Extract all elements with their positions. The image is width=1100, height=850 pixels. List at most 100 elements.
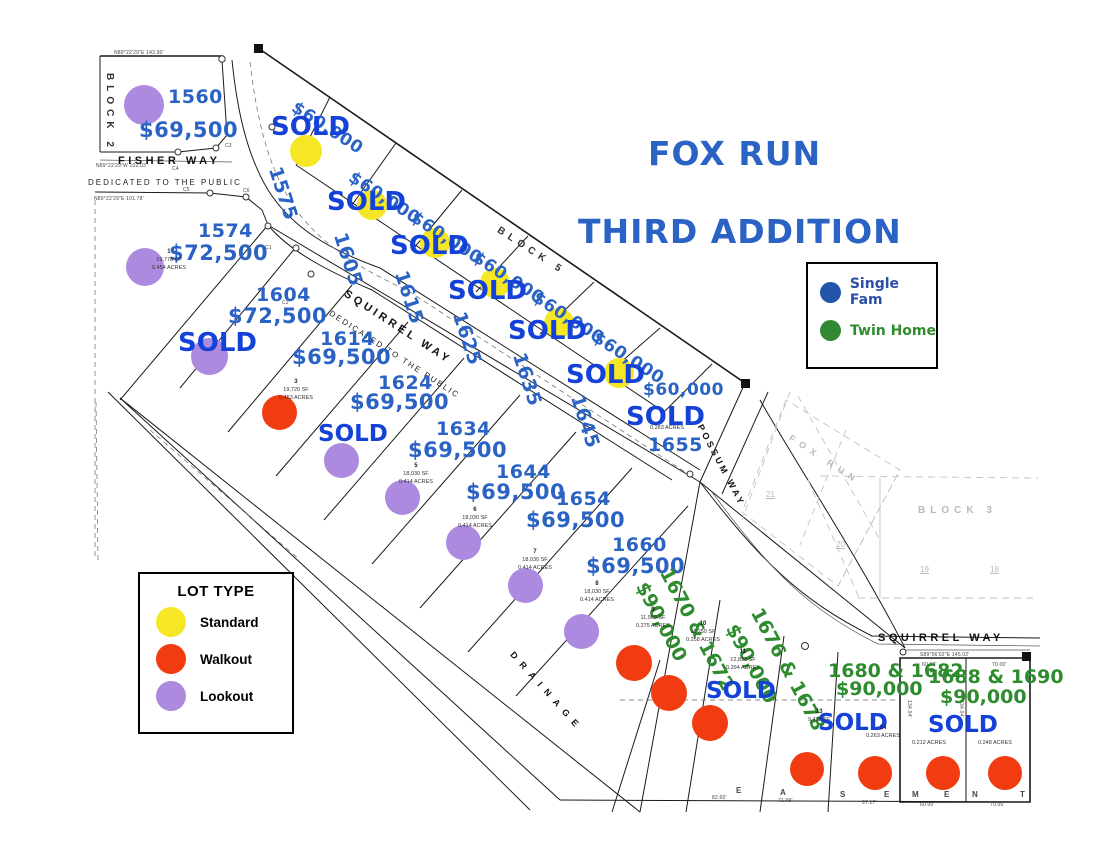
street-fisher-way: FISHER WAY [118, 155, 221, 167]
legend-label-standard: Standard [200, 614, 259, 630]
lot-marker-1644 [446, 525, 481, 560]
lot-marker-14 [858, 756, 892, 790]
dim-bottom-3: 97.17' [862, 800, 877, 806]
sold-badge-1676-1678: SOLD [706, 678, 776, 704]
lot-marker-1690 [988, 756, 1022, 790]
twin-home-swatch-icon [820, 320, 841, 341]
lot-marker-1615 [420, 228, 450, 258]
lot-id-10: 10 11,250 SF 0.258 ACRES [686, 621, 720, 643]
lookout-swatch-icon [156, 681, 186, 711]
lot-id-9: 9 11,965 SF 0.275 ACRES [636, 607, 670, 629]
legend-row-twin-home: Twin Home [820, 320, 936, 341]
sold-badge-1625: SOLD [448, 276, 527, 306]
lot-address-1560: 1560 [168, 86, 223, 108]
standard-swatch-icon [156, 607, 186, 637]
lot-price-1660: $69,500 [586, 554, 686, 578]
lot-id-13: 13 9,428 SF [808, 709, 831, 723]
curve-tag-c5: C5 [183, 187, 190, 193]
corner-letter-m: M [912, 790, 919, 799]
lot-address-1655: 1655 [648, 434, 703, 456]
bearing-block2-south: N89°22'29"W 102.03' [96, 163, 148, 169]
lot-marker-1670-1672 [616, 645, 652, 681]
sold-badge-1680-1682: SOLD [818, 710, 888, 736]
lot-marker-1575 [290, 135, 322, 167]
lot-address-1644: 1644 [496, 461, 551, 483]
lot-price-1574: $72,500 [169, 241, 269, 265]
lot-address-1680-1682: 1680 & 1682 [828, 660, 964, 682]
street-squirrel-way-lower: SQUIRREL WAY [878, 632, 1004, 644]
dim-side-1: 134.04' [906, 700, 912, 718]
lot-marker-1654 [508, 568, 543, 603]
lot-price-1624: $69,500 [350, 390, 450, 414]
lot-marker-1574 [126, 248, 164, 286]
dim-topright-2: 70.00' [992, 662, 1007, 668]
legend-label-lookout: Lookout [200, 688, 254, 704]
corner-letter-t: T [1020, 790, 1026, 799]
corner-letter-e3: E [944, 790, 950, 799]
block3-lot-20: 20 [836, 540, 845, 549]
lot-marker-1614 [262, 395, 297, 430]
curve-tag-c1: C1 [265, 245, 272, 251]
legend-row-single-family: Single Fam [820, 276, 936, 308]
lot-address-1688-1690: 1688 & 1690 [928, 666, 1064, 688]
curve-tag-c2: C2 [282, 300, 289, 306]
lot-price-1654: $69,500 [526, 508, 626, 532]
corner-letter-e2: E [884, 790, 890, 799]
block-label-3: BLOCK 3 [918, 505, 997, 516]
lot-marker-1605 [357, 190, 387, 220]
sold-badge-1635: SOLD [508, 316, 587, 346]
walkout-swatch-icon [156, 644, 186, 674]
lot-type-legend-title: LOT TYPE [177, 583, 255, 600]
dim-bottom-4: 60.00' [920, 802, 935, 808]
single-family-swatch-icon [820, 281, 841, 303]
lot-marker-1676-1678 [651, 675, 687, 711]
curve-tag-c6: C6 [243, 188, 250, 194]
legend-label-walkout: Walkout [200, 651, 252, 667]
corner-letter-a: A [780, 788, 786, 797]
legend-label-twin-home: Twin Home [850, 322, 937, 339]
lot-id-8: 8 18,030 SF 0.414 ACRES [580, 581, 614, 603]
lot-price-1604: $72,500 [228, 304, 328, 328]
dim-bottom-5: 70.00' [990, 802, 1005, 808]
lot-marker-1645 [604, 358, 634, 388]
lot-price-1634: $69,500 [408, 438, 508, 462]
lot-price-1644: $69,500 [466, 480, 566, 504]
lot-id-1: 1 19,778 SF 0.454 ACRES [152, 249, 186, 271]
sold-badge-1575: SOLD [271, 112, 350, 142]
lot-marker-1625 [480, 268, 510, 298]
lot-id-5: 5 18,030 SF 0.414 ACRES [399, 463, 433, 485]
lot-address-1574: 1574 [198, 220, 253, 242]
lot-address-1624: 1624 [378, 372, 433, 394]
lot-price-1688-1690: $90,000 [940, 686, 1027, 708]
lot-address-1660: 1660 [612, 534, 667, 556]
lot-price-1680-1682: $90,000 [836, 678, 923, 700]
lot-id-11: 11 12,830 SF 0.294 ACRES [726, 649, 760, 671]
lot-id-6: 6 18,030 SF 0.414 ACRES [458, 507, 492, 529]
lot-marker-1560 [124, 85, 164, 125]
sold-badge-1655: SOLD [626, 402, 705, 432]
lot-marker-1634 [385, 480, 420, 515]
curve-tag-c4: C4 [172, 166, 179, 172]
lot-marker-1660 [564, 614, 599, 649]
lot-acres-1690: 0.248 ACRES [978, 740, 1012, 746]
bearing-top: N89°22'29"E 143.90' [114, 50, 164, 56]
lot-marker-1604 [191, 338, 228, 375]
lot-marker-1624 [324, 443, 359, 478]
use-type-legend: Single Fam Twin Home [806, 262, 938, 369]
sold-badge-1605: SOLD [327, 187, 406, 217]
curve-tag-c3: C3 [225, 143, 232, 149]
block-label-2: BLOCK 2 [104, 73, 115, 152]
sold-badge-1604: SOLD [178, 328, 257, 358]
legend-label-single-family: Single Fam [849, 276, 900, 308]
lot-id-1655: 0.283 ACRES [650, 425, 684, 431]
map-title-line1: FOX RUN [648, 134, 822, 173]
map-title-line2: THIRD ADDITION [578, 212, 902, 251]
lot-id-7: 7 18,030 SF 0.414 ACRES [518, 549, 552, 571]
dim-topright-1: 60.00' [922, 662, 937, 668]
lot-price-1560: $69,500 [139, 118, 239, 142]
lot-price-1614: $69,500 [292, 345, 392, 369]
block3-lot-18: 18 [990, 565, 999, 574]
lot-address-1634: 1634 [436, 418, 491, 440]
lot-marker-1635 [544, 308, 574, 338]
sold-badge-1624: SOLD [318, 421, 388, 447]
